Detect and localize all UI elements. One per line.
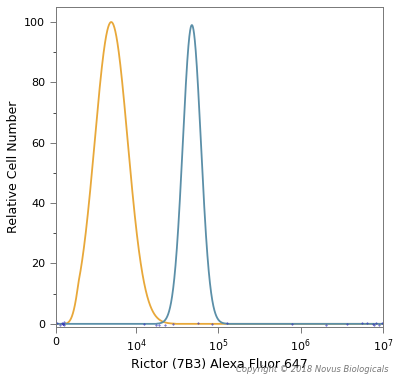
Text: Copyright © 2018 Novus Biologicals: Copyright © 2018 Novus Biologicals bbox=[236, 365, 388, 374]
Y-axis label: Relative Cell Number: Relative Cell Number bbox=[7, 101, 20, 233]
X-axis label: Rictor (7B3) Alexa Fluor 647: Rictor (7B3) Alexa Fluor 647 bbox=[131, 358, 308, 371]
